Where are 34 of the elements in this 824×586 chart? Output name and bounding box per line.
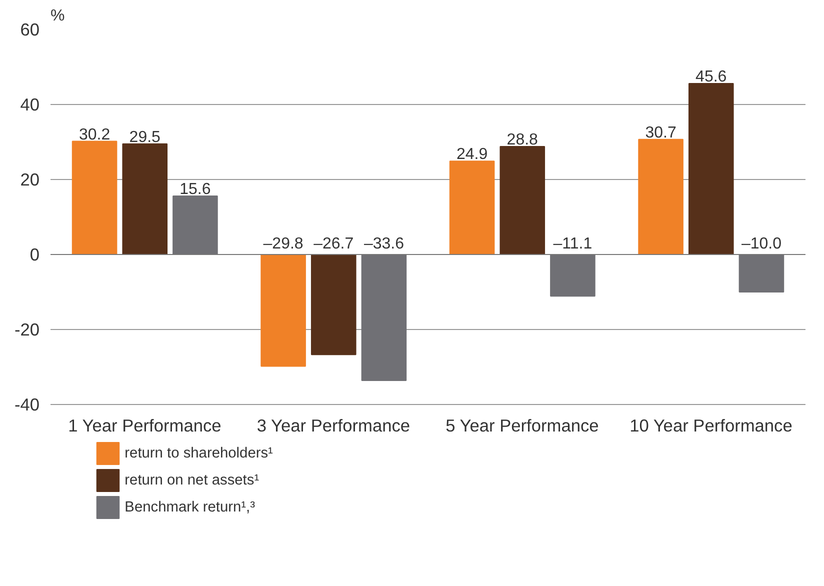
y-tick-label: 20: [20, 170, 40, 190]
x-tick-label: 3 Year Performance: [256, 416, 410, 436]
bar: [310, 254, 356, 356]
y-tick-label: -40: [14, 394, 40, 414]
legend-label: return to shareholders¹: [124, 446, 274, 462]
bar: [72, 140, 118, 255]
data-label: 15.6: [180, 181, 211, 198]
bar: [449, 160, 495, 255]
legend-label: return on net assets¹: [124, 472, 260, 488]
x-tick-label: 1 Year Performance: [68, 416, 222, 436]
bar: [688, 83, 734, 255]
data-label: –10.0: [741, 236, 782, 252]
y-tick-label: -20: [14, 320, 40, 340]
data-label: 29.5: [129, 128, 161, 146]
data-label: 28.8: [506, 132, 538, 148]
data-label: –29.8: [263, 236, 304, 252]
data-label: 30.2: [78, 126, 110, 144]
bar: [260, 254, 306, 367]
bar: [638, 138, 684, 255]
legend-label: Benchmark return¹,³: [124, 500, 256, 516]
y-tick-label: 60: [20, 20, 40, 40]
bar: [122, 143, 168, 255]
y-axis-title: %: [50, 8, 65, 24]
bar: [500, 146, 546, 255]
x-tick-label: 5 Year Performance: [446, 416, 599, 436]
data-label: –26.7: [314, 236, 354, 252]
data-label: 30.7: [645, 124, 676, 142]
data-label: –33.6: [364, 236, 404, 252]
data-label: –11.1: [553, 236, 592, 252]
data-label: 45.6: [696, 68, 727, 86]
y-tick-label: 0: [30, 244, 40, 264]
x-tick-label: 10 Year Performance: [630, 416, 792, 436]
y-tick-label: 40: [20, 94, 40, 114]
data-label: 24.9: [456, 146, 488, 164]
